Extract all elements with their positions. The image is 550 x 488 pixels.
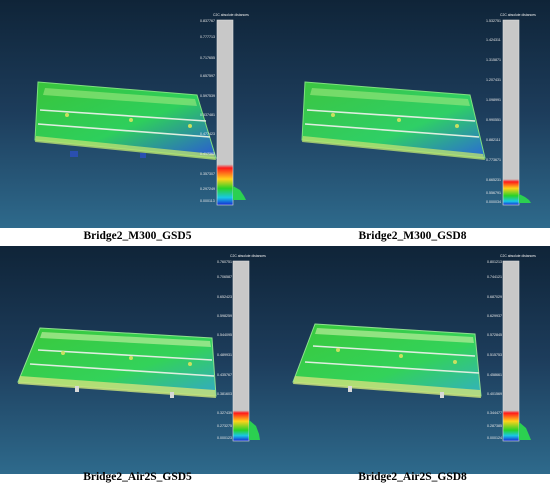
caption-air2s-gsd5: Bridge2_Air2S_GSD5 — [83, 471, 192, 483]
scale-title: C2C absolute distances — [230, 254, 266, 258]
tick-label: 0.572845 — [487, 333, 502, 337]
tick-label: 1.098991 — [486, 98, 501, 102]
tick-label: 0.000113 — [200, 199, 215, 203]
tick-label: 0.381603 — [217, 392, 232, 396]
panel-air2s-gsd5: C2C absolute distances 0.760751 0.706587… — [0, 246, 275, 474]
bridge-deck — [17, 327, 217, 397]
point-cloud-view — [275, 0, 550, 228]
tick-label: 0.773671 — [486, 158, 501, 162]
point-cloud-view — [0, 246, 275, 474]
panel-m300-gsd8: C2C absolute distances 1.532751 1.424311… — [275, 0, 550, 228]
tick-label: 0.717655 — [200, 56, 215, 60]
tick-label: 0.435767 — [217, 373, 232, 377]
caption-air2s-gsd8: Bridge2_Air2S_GSD8 — [358, 471, 467, 483]
tick-label: 0.458661 — [487, 373, 502, 377]
tick-label: 0.344477 — [487, 411, 502, 415]
tick-label: 0.489931 — [217, 353, 232, 357]
panel-m300-gsd5: C2C absolute distances 0.837767 0.777713… — [0, 0, 275, 228]
tick-label: 0.760751 — [217, 260, 232, 264]
tick-label: 0.598259 — [217, 314, 232, 318]
tick-label: 0.515753 — [487, 353, 502, 357]
tick-label: 1.315871 — [486, 58, 501, 62]
tick-label: 0.556791 — [486, 191, 501, 195]
tick-label: 0.000034 — [486, 200, 501, 204]
tick-label: 0.990551 — [486, 118, 501, 122]
tick-label: 0.000124 — [487, 436, 502, 440]
tick-label: 0.706587 — [217, 275, 232, 279]
tick-label: 0.597539 — [200, 94, 215, 98]
tick-label: 0.837767 — [200, 19, 215, 23]
caption-m300-gsd8: Bridge2_M300_GSD8 — [358, 230, 467, 242]
tick-label: 0.744121 — [487, 275, 502, 279]
scale-title: C2C absolute distances — [500, 13, 536, 17]
tick-label: 0.657597 — [200, 74, 215, 78]
scale-title: C2C absolute distances — [213, 13, 249, 17]
caption-m300-gsd5: Bridge2_M300_GSD5 — [83, 230, 192, 242]
point-cloud-view — [275, 246, 550, 474]
tick-label: 0.477423 — [200, 132, 215, 136]
tick-label: 0.357307 — [200, 172, 215, 176]
tick-label: 0.544095 — [217, 333, 232, 337]
tick-label: 0.801213 — [487, 260, 502, 264]
tick-label: 0.297249 — [200, 187, 215, 191]
tick-label: 0.327439 — [217, 411, 232, 415]
tick-label: 0.287385 — [487, 424, 502, 428]
tick-label: 0.882111 — [486, 138, 501, 142]
tick-label: 0.401569 — [487, 392, 502, 396]
point-cloud-view — [0, 0, 275, 228]
tick-label: 0.273275 — [217, 424, 232, 428]
panel-air2s-gsd8: C2C absolute distances 0.801213 0.744121… — [275, 246, 550, 474]
tick-label: 0.629937 — [487, 314, 502, 318]
tick-label: 0.537481 — [200, 113, 215, 117]
bridge-deck — [292, 323, 482, 397]
tick-label: 1.424311 — [486, 38, 501, 42]
tick-label: 0.652423 — [217, 295, 232, 299]
tick-label: 0.687029 — [487, 295, 502, 299]
scale-title: C2C absolute distances — [500, 254, 536, 258]
tick-label: 1.207431 — [486, 78, 501, 82]
tick-label: 1.532751 — [486, 19, 501, 23]
tick-label: 0.665231 — [486, 178, 501, 182]
tick-label: 0.417365 — [200, 152, 215, 156]
tick-label: 0.000123 — [217, 436, 232, 440]
tick-label: 0.777713 — [200, 35, 215, 39]
